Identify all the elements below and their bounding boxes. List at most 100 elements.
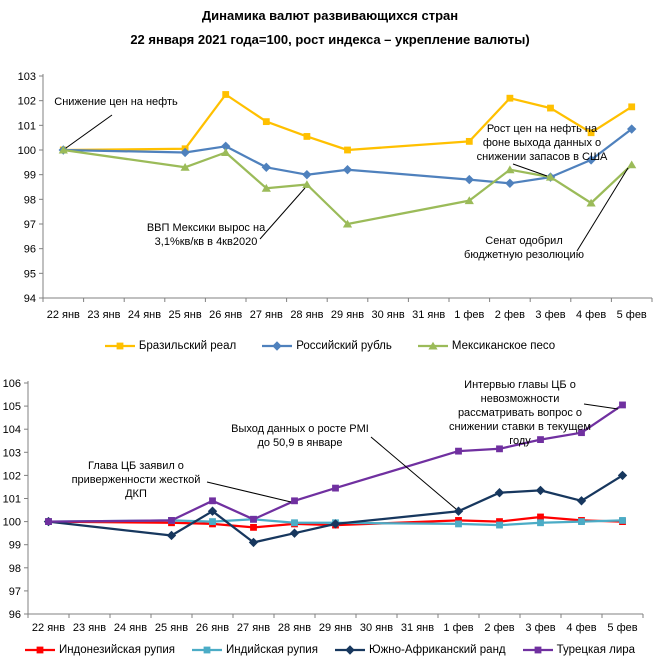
annotation-arrow-line [259, 187, 306, 240]
x-axis-tick-label: 27 янв [237, 622, 270, 634]
bottom-chart-legend: Индонезийская рупия Индийская рупия Южно-А… [0, 641, 660, 659]
data-point-marker [345, 645, 355, 655]
x-axis-tick-label: 28 янв [290, 309, 323, 321]
y-axis-tick-label: 99 [24, 170, 36, 182]
x-axis-tick-label: 3 фев [535, 309, 565, 321]
data-point-marker [627, 124, 637, 134]
data-point-marker [262, 118, 270, 126]
data-point-marker [332, 484, 339, 492]
legend-item: Индонезийская рупия [24, 644, 176, 656]
x-axis-tick-label: 2 фев [484, 622, 514, 634]
x-axis-tick-label: 26 янв [196, 622, 229, 634]
data-point-marker [578, 429, 585, 437]
x-axis-tick-label: 30 янв [372, 309, 405, 321]
x-axis-tick-label: 23 янв [87, 309, 120, 321]
data-point-marker [505, 178, 515, 188]
x-axis-tick-label: 29 янв [319, 622, 352, 634]
annotation-text: Снижение цен на нефть [54, 96, 178, 108]
y-axis-tick-label: 99 [9, 540, 21, 552]
data-point-marker [291, 519, 298, 527]
data-point-marker [45, 518, 52, 525]
legend-marker-icon [417, 341, 448, 350]
legend-marker-icon [192, 646, 223, 654]
y-axis-tick-label: 105 [3, 401, 21, 413]
x-axis: 22 янв 23 янв 24 янв 25 янв 26 янв 27 янв 28 я… [42, 297, 653, 321]
data-point-marker [535, 485, 546, 496]
data-point-marker [505, 165, 515, 174]
x-axis-tick-label: 29 янв [331, 309, 364, 321]
legend-item: Мексиканское песо [417, 340, 556, 352]
y-axis-tick-label: 96 [9, 609, 21, 621]
legend-item: Турецкая лира [522, 644, 635, 656]
annotation-text: Глава ЦБ заявил о приверженности жесткой Д… [72, 460, 201, 500]
data-point-marker [344, 146, 351, 154]
x-axis-tick-label: 27 янв [250, 309, 283, 321]
x-axis-tick-label: 2 фев [495, 309, 525, 321]
data-point-marker [587, 129, 595, 137]
annotation: Интервью главы ЦБ о невозможности рассматр… [449, 379, 619, 447]
data-point-marker [303, 133, 311, 140]
x-axis-tick-label: 4 фев [576, 309, 606, 321]
legend-marker-icon [24, 646, 55, 654]
annotation-text: Рост цен на нефть на фоне выхода данных о… [477, 123, 608, 163]
data-point-marker [627, 160, 637, 169]
series-3 [45, 401, 626, 525]
annotation: ВВП Мексики вырос на 3,1%кв/кв в 4кв2020 [147, 187, 306, 248]
data-point-marker [586, 155, 596, 165]
data-point-marker [428, 341, 438, 350]
annotation: Рост цен на нефть на фоне выхода данных о… [477, 123, 608, 177]
y-axis-tick-label: 101 [3, 494, 21, 506]
data-point-marker [342, 219, 353, 228]
bottom-chart-plot: 96 97 98 99 100 101 102 103 104 105 106 22 янв 23 ян… [3, 378, 644, 634]
legend-label: Бразильский реал [138, 340, 237, 352]
data-point-marker [455, 447, 462, 455]
x-axis-tick-label: 30 янв [360, 622, 393, 634]
x-axis: 22 янв 23 янв 24 янв 25 янв 26 янв 27 янв 28 я… [27, 613, 644, 634]
data-point-marker [221, 148, 231, 156]
y-axis-tick-label: 97 [24, 219, 36, 231]
data-point-marker [203, 646, 211, 654]
data-point-marker [537, 519, 544, 527]
legend-label: Российский рубль [296, 340, 392, 352]
y-axis-tick-label: 96 [24, 244, 36, 256]
y-axis-tick-label: 106 [3, 378, 21, 390]
data-point-marker [302, 169, 312, 180]
data-point-marker [545, 172, 556, 181]
y-axis-tick-label: 100 [3, 517, 21, 529]
data-point-marker [207, 506, 218, 516]
data-point-marker [534, 646, 542, 654]
data-point-marker [209, 497, 216, 505]
annotation-arrow-line [206, 481, 292, 503]
y-axis-tick-label: 103 [3, 447, 21, 459]
data-point-marker [464, 196, 474, 205]
data-point-marker [619, 401, 626, 409]
data-point-marker [496, 445, 503, 453]
y-axis: 94 95 96 97 98 99 100 101 102 103 [18, 71, 44, 305]
data-point-marker [302, 180, 312, 189]
data-point-marker [586, 198, 596, 207]
legend-marker-icon [104, 342, 135, 350]
y-axis-tick-label: 95 [24, 268, 36, 280]
legend-label: Индонезийская рупия [58, 644, 176, 656]
data-point-marker [496, 521, 503, 529]
data-point-marker [36, 646, 44, 654]
x-axis-tick-label: 3 фев [525, 622, 555, 634]
data-point-marker [209, 518, 216, 525]
x-axis-tick-label: 22 янв [32, 622, 65, 634]
data-point-marker [272, 341, 282, 351]
y-axis-tick-label: 94 [24, 293, 36, 305]
top-chart-legend: Бразильский реал Российский рубль Мексикан… [0, 337, 660, 355]
data-point-marker [342, 165, 353, 175]
data-point-marker [465, 137, 473, 145]
legend-label: Южно-Африканский ранд [368, 644, 506, 656]
x-axis-tick-label: 26 янв [209, 309, 242, 321]
x-axis-tick-label: 25 янв [169, 309, 202, 321]
annotation-text: ВВП Мексики вырос на 3,1%кв/кв в 4кв2020 [147, 222, 266, 248]
y-axis-tick-label: 103 [18, 71, 36, 83]
series-2 [58, 145, 637, 228]
y-axis-tick-label: 102 [3, 470, 21, 482]
legend-label: Мексиканское песо [451, 340, 556, 352]
legend-item: Индийская рупия [192, 644, 318, 656]
data-point-marker [58, 145, 68, 154]
